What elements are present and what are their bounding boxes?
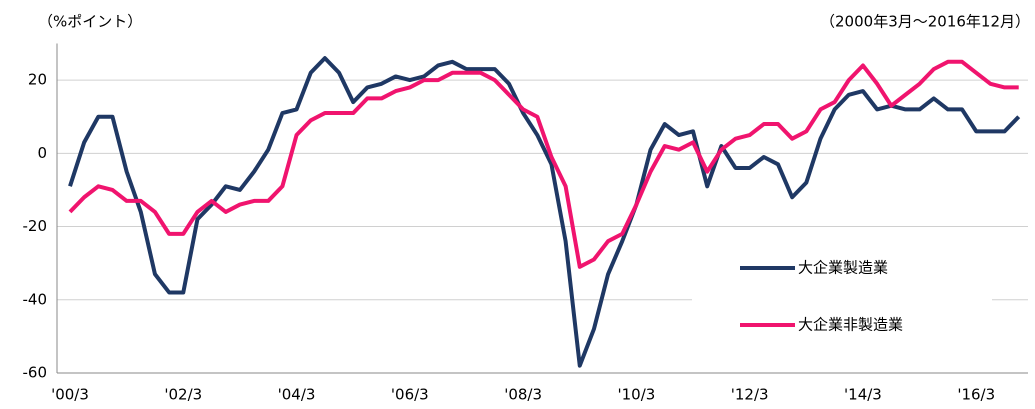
legend-background (692, 240, 992, 350)
legend-label: 大企業非製造業 (798, 316, 903, 334)
y-tick-label: -20 (23, 217, 48, 235)
y-unit-label: （%ポイント） (38, 13, 142, 31)
x-tick-label: '02/3 (164, 386, 202, 404)
y-tick-label: 0 (37, 144, 47, 162)
x-tick-label: '14/3 (844, 386, 882, 404)
y-tick-label: -60 (23, 364, 48, 382)
x-tick-label: '08/3 (504, 386, 542, 404)
period-label: （2000年3月～2016年12月） (820, 13, 1030, 31)
x-tick-label: '00/3 (51, 386, 89, 404)
x-tick-label: '06/3 (391, 386, 429, 404)
x-tick-label: '16/3 (957, 386, 995, 404)
x-tick-label: '12/3 (731, 386, 769, 404)
y-tick-label: 20 (28, 71, 47, 89)
data-line (68, 56, 1021, 368)
x-tick-label: '04/3 (278, 386, 316, 404)
legend-label: 大企業製造業 (798, 259, 888, 277)
y-tick-label: -40 (23, 290, 48, 308)
x-tick-label: '10/3 (617, 386, 655, 404)
data-line (68, 59, 1019, 269)
